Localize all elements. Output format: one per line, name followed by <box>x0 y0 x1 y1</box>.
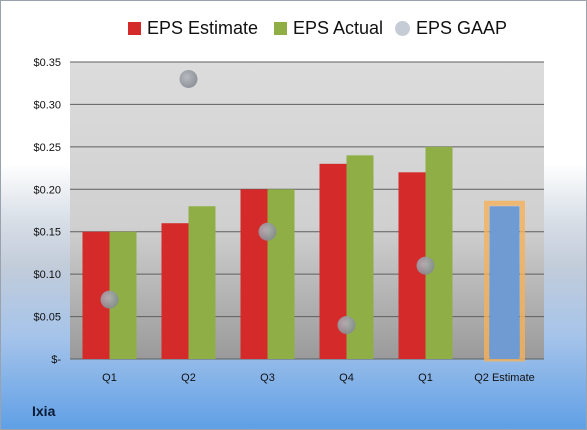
x-tick-label: Q2 <box>181 372 196 384</box>
y-tick-label: $0.35 <box>33 57 61 69</box>
legend-swatch-actual <box>274 22 287 35</box>
bar-eps-actual <box>188 206 216 359</box>
legend: EPS Estimate EPS Actual EPS GAAP <box>0 18 587 40</box>
y-tick-label: $0.15 <box>33 227 61 239</box>
bar-eps-actual <box>267 189 295 359</box>
point-eps-gaap <box>337 316 356 335</box>
y-tick-label: $0.20 <box>33 184 61 196</box>
y-tick-label: $0.25 <box>33 142 61 154</box>
bar-eps-forecast <box>489 206 520 359</box>
bar-eps-estimate <box>161 223 189 359</box>
legend-swatch-estimate <box>128 22 141 35</box>
x-tick-label: Q1 <box>418 372 433 384</box>
legend-item-eps-gaap: EPS GAAP <box>395 18 507 39</box>
legend-label-actual: EPS Actual <box>293 18 384 38</box>
point-eps-gaap <box>416 256 435 275</box>
legend-item-eps-actual: EPS Actual <box>274 18 383 39</box>
legend-label-estimate: EPS Estimate <box>147 18 259 38</box>
legend-label-gaap: EPS GAAP <box>416 18 508 38</box>
y-tick-label: $0.10 <box>33 269 61 281</box>
legend-item-eps-estimate: EPS Estimate <box>128 18 258 39</box>
x-tick-label: Q1 <box>102 372 117 384</box>
point-eps-gaap <box>100 290 119 309</box>
plot-area <box>70 62 544 359</box>
point-eps-gaap <box>258 222 277 241</box>
company-name: Ixia <box>32 403 56 419</box>
x-tick-label: Q3 <box>260 372 275 384</box>
y-tick-label: $0.05 <box>33 312 61 324</box>
x-tick-label: Q4 <box>339 372 354 384</box>
y-tick-label: $- <box>51 354 61 366</box>
bar-eps-estimate <box>240 189 268 359</box>
legend-swatch-gaap <box>395 21 410 36</box>
bar-eps-actual <box>425 146 453 359</box>
point-eps-gaap <box>179 69 198 88</box>
y-tick-label: $0.30 <box>33 99 61 111</box>
x-tick-label: Q2 Estimate <box>474 372 535 384</box>
